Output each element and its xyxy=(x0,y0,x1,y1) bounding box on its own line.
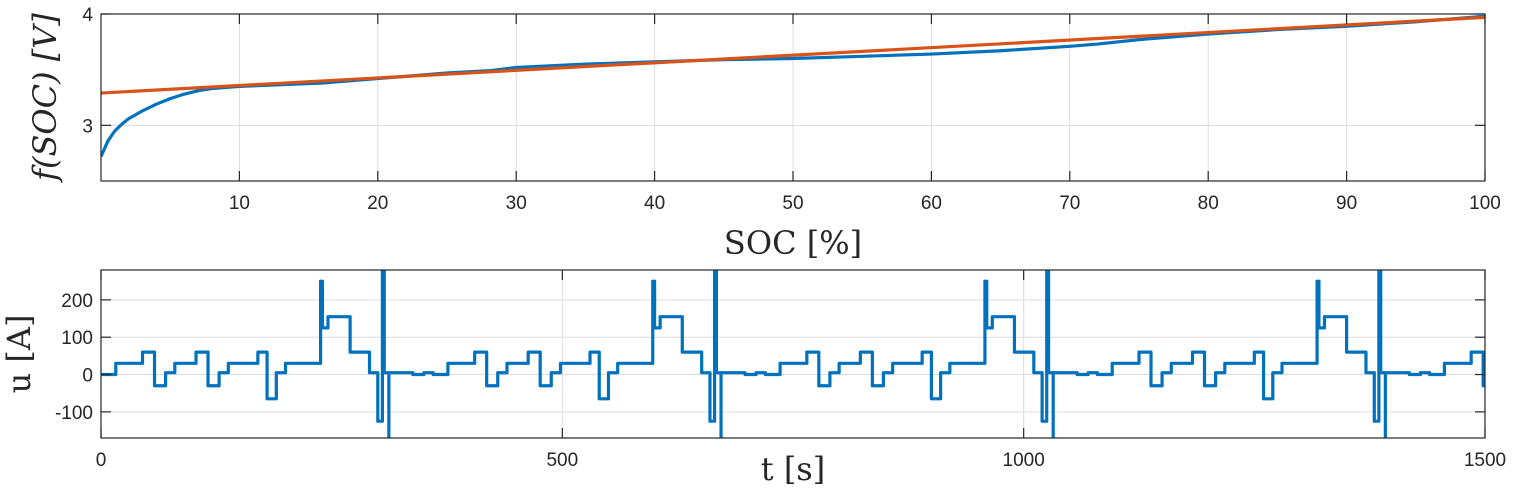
top-ticks: 10 20 30 40 50 60 70 80 90 100 3 4 xyxy=(82,5,1500,214)
top-x-tick-label: 50 xyxy=(782,193,803,214)
bottom-x-tick-label: 1500 xyxy=(1464,450,1506,471)
bottom-grid xyxy=(100,270,1486,438)
top-y-tick-label: 4 xyxy=(82,5,93,26)
series-line-linear-fit xyxy=(101,15,1485,95)
bottom-y-tick-label: 0 xyxy=(82,366,93,387)
bottom-x-tick-label: 1000 xyxy=(1003,450,1045,471)
top-axes: 10 20 30 40 50 60 70 80 90 100 3 4 f(SOC) [V] SOC [… xyxy=(26,5,1501,262)
bottom-x-axis-title: t [s] xyxy=(761,450,825,488)
bottom-y-axis-title: u [A] xyxy=(0,315,38,394)
top-plot xyxy=(101,14,1485,158)
bottom-axes-box xyxy=(100,269,1486,439)
top-x-tick-label: 60 xyxy=(921,193,942,214)
bottom-y-tick-label: -100 xyxy=(55,403,93,424)
bottom-ticks: 0 500 1000 1500 -100 0 100 200 xyxy=(55,270,1506,471)
top-x-tick-label: 10 xyxy=(229,193,250,214)
top-x-tick-label: 70 xyxy=(1059,193,1080,214)
bottom-plot xyxy=(101,270,1485,438)
top-x-tick-label: 30 xyxy=(506,193,527,214)
top-y-tick-label: 3 xyxy=(82,116,93,137)
bottom-y-tick-label: 100 xyxy=(61,328,93,349)
top-y-axis-title: f(SOC) [V] xyxy=(26,13,64,183)
top-x-tick-label: 80 xyxy=(1198,193,1219,214)
top-x-axis-title: SOC [%] xyxy=(724,224,862,262)
top-x-tick-label: 100 xyxy=(1469,193,1501,214)
bottom-axes: 0 500 1000 1500 -100 0 100 200 u [A] t [s] xyxy=(0,269,1506,488)
bottom-y-tick-label: 200 xyxy=(61,291,93,312)
bottom-x-tick-label: 500 xyxy=(546,450,578,471)
bottom-x-tick-label: 0 xyxy=(96,450,107,471)
top-x-tick-label: 20 xyxy=(367,193,388,214)
top-x-tick-label: 90 xyxy=(1336,193,1357,214)
top-grid xyxy=(101,13,1486,181)
series-line-current-profile xyxy=(101,270,1485,423)
top-x-tick-label: 40 xyxy=(644,193,665,214)
